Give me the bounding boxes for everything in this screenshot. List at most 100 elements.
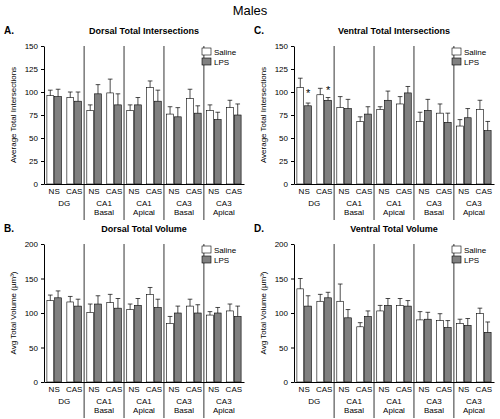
- error-bar-stem: [130, 105, 131, 111]
- bar: [115, 308, 122, 382]
- bar: [214, 313, 221, 382]
- error-bar-stem: [110, 294, 111, 302]
- x-tick: NS: [208, 382, 219, 394]
- y-tick-mark: [291, 115, 294, 116]
- group-label: DG: [308, 397, 320, 406]
- y-axis-title: Average Total Intersections: [259, 67, 268, 163]
- bar: [345, 318, 352, 382]
- group-separator: [453, 244, 454, 418]
- error-bar: [485, 121, 490, 130]
- x-tick: NS: [299, 184, 310, 196]
- error-bar: [48, 90, 53, 96]
- error-bar: [418, 112, 423, 121]
- y-tick-mark: [291, 244, 294, 245]
- bar: [305, 106, 312, 184]
- error-bar-stem: [420, 112, 421, 121]
- error-bar-stem: [467, 319, 468, 326]
- group-label: CA1Apical: [383, 199, 405, 217]
- error-bar-stem: [487, 322, 488, 332]
- x-axis-line: [45, 382, 245, 383]
- y-tick: 150: [275, 42, 294, 51]
- y-tick-label: 0: [34, 180, 39, 189]
- y-tick-label: 50: [29, 344, 38, 353]
- x-tick: NS: [458, 382, 469, 394]
- error-bar: [88, 105, 93, 111]
- panel-title: Ventral Total Volume: [350, 224, 438, 234]
- error-bar: [195, 305, 200, 313]
- group-label: CA1Basal: [344, 397, 364, 415]
- group-label: CA3Basal: [174, 199, 194, 217]
- panel-title: Dorsal Total Intersections: [89, 26, 199, 36]
- group-label: DG: [58, 199, 70, 208]
- bar: [305, 306, 312, 382]
- error-bar-stem: [380, 305, 381, 311]
- group-separator: [84, 244, 85, 418]
- error-bar-cap: [68, 92, 73, 93]
- group-label: CA1Apical: [133, 397, 155, 415]
- error-bar: [208, 312, 213, 315]
- bar: [424, 319, 431, 382]
- error-bar-cap: [425, 99, 430, 100]
- error-bar-cap: [215, 307, 220, 308]
- group-label: CA3Basal: [424, 397, 444, 415]
- y-tick-label: 100: [275, 309, 289, 318]
- y-tick-mark: [291, 138, 294, 139]
- y-tick-label: 50: [279, 134, 288, 143]
- x-tick: CAS: [476, 382, 492, 394]
- error-bar: [88, 304, 93, 312]
- bar: [464, 118, 471, 184]
- x-tick: NS: [128, 382, 139, 394]
- plot-area: [47, 79, 241, 184]
- y-axis-title: Avg Total Volume (µm³): [259, 271, 268, 354]
- x-tick: CAS: [356, 184, 372, 196]
- group-separator: [413, 244, 414, 418]
- group-separator: [163, 244, 164, 418]
- error-bar-stem: [400, 299, 401, 306]
- y-tick-label: 50: [279, 344, 288, 353]
- error-bar: [478, 100, 483, 109]
- error-bar: [96, 85, 101, 94]
- y-tick-mark: [41, 279, 44, 280]
- error-bar-stem: [340, 284, 341, 301]
- error-bar: [445, 113, 450, 122]
- error-bar-stem: [360, 117, 361, 122]
- legend-label: LPS: [464, 256, 479, 265]
- x-tick: NS: [418, 184, 429, 196]
- error-bar-stem: [320, 294, 321, 301]
- error-bar-cap: [195, 304, 200, 305]
- error-bar-cap: [188, 299, 193, 300]
- bar: [424, 110, 431, 184]
- legend-swatch: [452, 246, 461, 253]
- y-tick-label: 150: [25, 275, 39, 284]
- y-axis-title: Average Total Intersections: [9, 67, 18, 163]
- error-bar-stem: [427, 99, 428, 110]
- legend: SalineLPS: [452, 246, 487, 265]
- error-bar-stem: [130, 304, 131, 310]
- error-bar: [298, 78, 303, 87]
- bar: [417, 121, 424, 184]
- x-tick-label: NS: [89, 187, 100, 196]
- y-tick-label: 0: [284, 378, 289, 387]
- error-bar-stem: [157, 90, 158, 101]
- error-bar-stem: [177, 108, 178, 117]
- error-bar: [156, 299, 161, 307]
- group-separator: [374, 244, 375, 418]
- error-bar: [418, 312, 423, 320]
- error-bar-cap: [465, 108, 470, 109]
- y-tick-label: 125: [275, 65, 289, 74]
- bar: [67, 302, 74, 382]
- group-label: CA1Basal: [94, 397, 114, 415]
- y-tick-label: 0: [284, 180, 289, 189]
- y-tick: 50: [29, 134, 44, 143]
- error-bar-stem: [360, 323, 361, 327]
- x-tick: CAS: [476, 184, 492, 196]
- x-tick-label: NS: [339, 385, 350, 394]
- bar: [444, 122, 451, 184]
- error-bar-stem: [407, 301, 408, 307]
- bar: [227, 311, 234, 382]
- error-bar-cap: [298, 278, 303, 279]
- y-tick: 100: [275, 88, 294, 97]
- error-bar: [136, 299, 141, 306]
- x-tick: NS: [339, 382, 350, 394]
- legend-label: Saline: [214, 246, 237, 255]
